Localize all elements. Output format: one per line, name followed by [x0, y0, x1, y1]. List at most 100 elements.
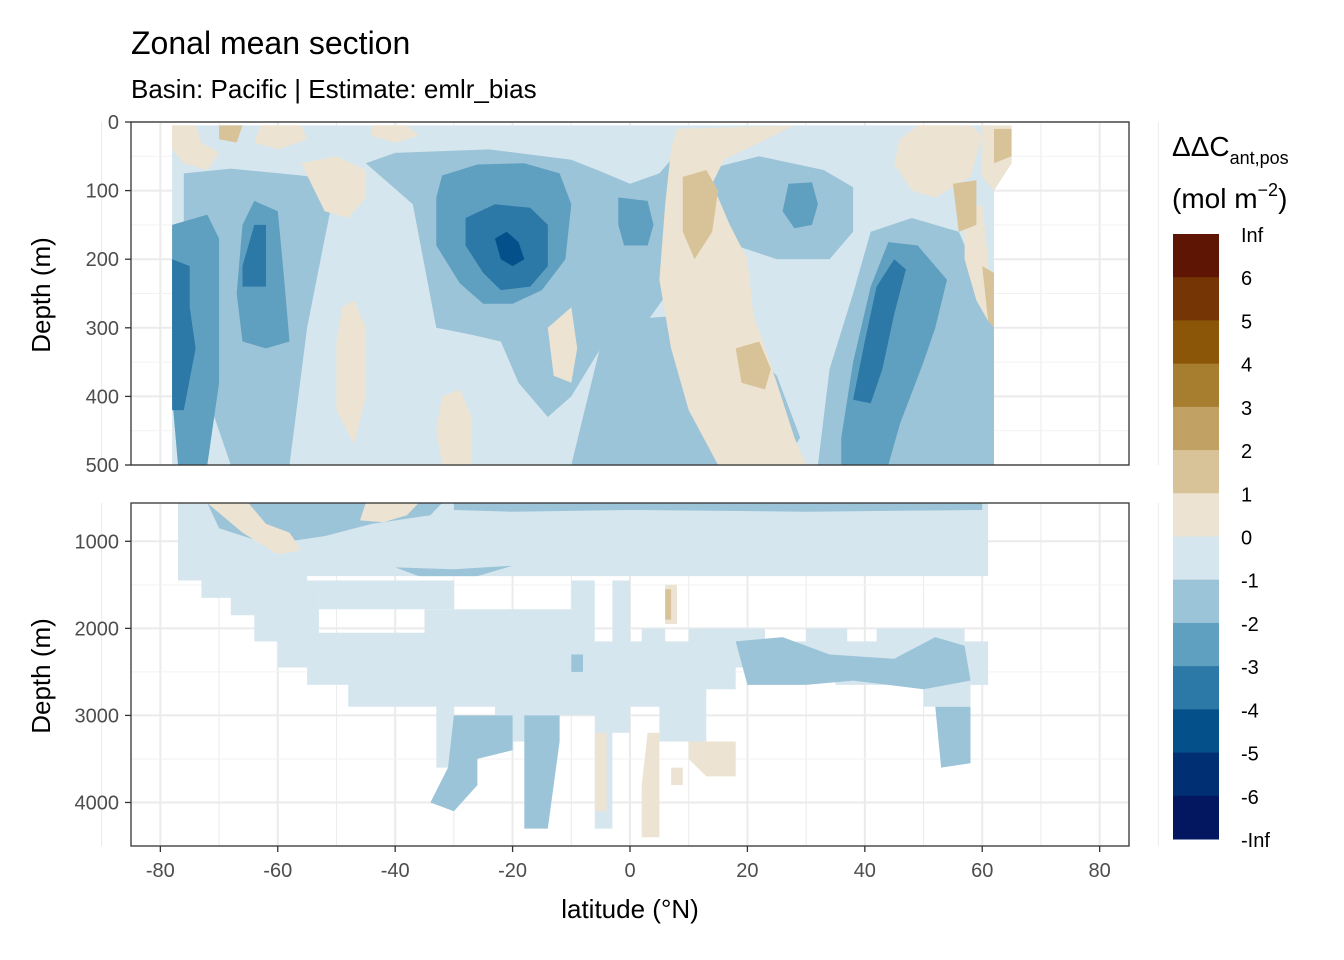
legend-swatch — [1173, 622, 1219, 667]
legend-swatch — [1173, 450, 1219, 494]
contour-region — [242, 224, 266, 287]
y-axis-title: Depth (m) — [26, 618, 56, 734]
legend-swatch — [1173, 666, 1219, 710]
contour-region — [301, 156, 366, 218]
x-tick-label: 20 — [736, 860, 758, 882]
contour-region — [935, 706, 971, 768]
y-tick-label: 200 — [86, 249, 119, 271]
contour-region — [436, 389, 472, 465]
y-tick-label: 2000 — [75, 618, 120, 640]
legend-swatch — [1173, 709, 1219, 754]
legend-label: -4 — [1241, 700, 1259, 722]
upper-depth-panel: 0 100 200 300 400 500 Depth (m) — [26, 112, 1159, 477]
contour-region — [688, 741, 736, 777]
legend-label: -3 — [1241, 657, 1259, 679]
legend-swatch — [1173, 752, 1219, 797]
y-tick-label: 4000 — [75, 792, 120, 814]
chart-subtitle: Basin: Pacific | Estimate: emlr_bias — [131, 74, 537, 104]
legend-swatch — [1173, 363, 1219, 408]
contour-region — [641, 732, 660, 838]
chart-title: Zonal mean section — [131, 25, 410, 61]
contour-region — [671, 767, 683, 786]
y-tick-label: 500 — [86, 455, 119, 477]
legend-swatch — [1173, 493, 1219, 537]
contour-region — [782, 182, 818, 229]
contour-region — [665, 589, 672, 620]
legend-label: -5 — [1241, 744, 1259, 766]
legend-label: 0 — [1241, 528, 1252, 550]
contour-region — [682, 170, 719, 260]
contour-region — [495, 231, 525, 267]
legend-swatch — [1173, 579, 1219, 624]
contour-region — [219, 125, 243, 143]
legend-swatch — [1173, 320, 1219, 365]
x-tick-label: 60 — [971, 860, 993, 882]
contour-region — [841, 242, 947, 465]
contour-fills — [178, 503, 989, 838]
legend-label: 3 — [1241, 398, 1252, 420]
legend-label: 4 — [1241, 355, 1252, 377]
contour-region — [735, 637, 971, 690]
y-tick-label: 1000 — [75, 531, 120, 553]
lower-depth-panel: 1000 2000 3000 4000 Depth (m) — [26, 502, 1159, 847]
legend-label: 6 — [1241, 268, 1252, 290]
x-tick-label: 0 — [624, 860, 635, 882]
contour-region — [430, 715, 513, 812]
contour-region — [207, 503, 302, 555]
contour-region — [395, 565, 513, 577]
x-tick-label: 40 — [854, 860, 876, 882]
contour-region — [735, 341, 771, 390]
x-tick-label: -20 — [498, 860, 527, 882]
contour-region — [571, 654, 583, 672]
legend-swatch — [1173, 406, 1219, 451]
contour-fills — [172, 125, 1012, 465]
contour-region — [178, 503, 989, 610]
y-tick-label: 100 — [86, 181, 119, 203]
legend-swatch — [1173, 277, 1219, 321]
contour-region — [853, 259, 906, 404]
contour-region — [964, 204, 989, 321]
contour-region — [594, 732, 607, 812]
contour-region — [172, 125, 220, 170]
contour-region — [254, 125, 308, 150]
contour-region — [172, 259, 196, 411]
x-tick-label: -80 — [146, 860, 175, 882]
legend-swatch — [1173, 536, 1219, 581]
contour-region — [982, 266, 994, 328]
legend-label: -1 — [1241, 571, 1259, 593]
contour-region — [360, 503, 419, 523]
contour-region — [894, 125, 983, 198]
y-tick-label: 0 — [108, 112, 119, 134]
legend-label: -Inf — [1241, 830, 1270, 852]
legend-label: 2 — [1241, 441, 1252, 463]
y-tick-label: 3000 — [75, 705, 120, 727]
x-tick-label: -40 — [381, 860, 410, 882]
legend-label: 5 — [1241, 311, 1252, 333]
contour-region — [371, 125, 419, 143]
legend-label: -2 — [1241, 614, 1259, 636]
x-axis: -80 -60 -40 -20 0 20 40 60 80 — [146, 846, 1111, 882]
x-tick-label: -60 — [263, 860, 292, 882]
color-legend: ΔΔCant,pos (mol m−2) Inf 6 5 4 3 2 1 0 -1 -2 -3 -4 -5 -… — [1172, 131, 1289, 852]
contour-region — [336, 300, 366, 445]
y-axis-title: Depth (m) — [26, 237, 56, 353]
contour-region — [453, 503, 983, 512]
panel-border — [130, 121, 1130, 466]
legend-swatch — [1173, 234, 1219, 278]
legend-label: 1 — [1241, 484, 1252, 506]
legend-unit: (mol m−2) — [1172, 180, 1287, 214]
legend-title: ΔΔCant,pos — [1172, 131, 1289, 168]
x-axis-title: latitude (°N) — [561, 894, 699, 924]
legend-label: Inf — [1241, 225, 1264, 247]
contour-region — [618, 197, 654, 246]
y-tick-label: 400 — [86, 386, 119, 408]
legend-label: -6 — [1241, 787, 1259, 809]
legend-swatch — [1173, 795, 1219, 840]
y-tick-label: 300 — [86, 318, 119, 340]
contour-region — [547, 307, 578, 383]
x-tick-label: 80 — [1089, 860, 1111, 882]
contour-region — [524, 715, 560, 829]
contour-region — [994, 128, 1012, 164]
contour-region — [952, 180, 977, 232]
